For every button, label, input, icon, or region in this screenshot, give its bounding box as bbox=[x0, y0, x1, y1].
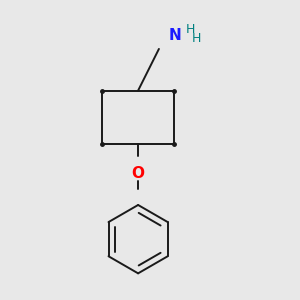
Text: N: N bbox=[169, 28, 182, 43]
Text: H: H bbox=[191, 32, 201, 45]
Text: H: H bbox=[185, 23, 195, 36]
Text: O: O bbox=[132, 166, 145, 181]
